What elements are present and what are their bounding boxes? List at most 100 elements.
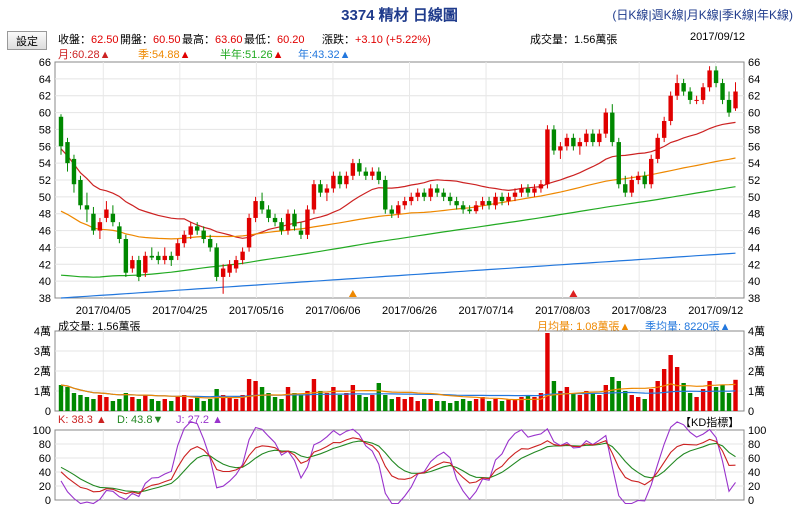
month-cross-marker — [569, 290, 578, 297]
candle — [104, 201, 109, 223]
candle — [233, 255, 239, 273]
volume-bar — [422, 399, 427, 411]
volume-bar — [383, 395, 388, 411]
volume-bar — [337, 395, 343, 411]
candle — [149, 247, 154, 261]
volume-bar — [396, 397, 401, 411]
volume-bar — [311, 379, 317, 411]
candle — [473, 201, 479, 214]
period-month[interactable]: 月K線 — [686, 8, 719, 22]
ma-half-year-legend: 半年:51.26▲ — [220, 49, 284, 61]
candle — [434, 184, 440, 197]
volume-bar — [123, 393, 129, 411]
candle-body — [512, 192, 518, 197]
candle-body — [123, 239, 129, 273]
candle — [285, 209, 291, 235]
volume-bar — [318, 391, 323, 411]
candle-body — [117, 226, 122, 239]
candle — [97, 217, 103, 239]
price-ytick-right: 62 — [748, 91, 760, 103]
candle-body — [240, 251, 245, 261]
candle-body — [616, 142, 621, 185]
candle-body — [169, 255, 174, 261]
candle — [532, 184, 537, 197]
candle-body — [707, 70, 712, 88]
period-year[interactable]: 年K線 — [756, 8, 789, 22]
volume-bar — [324, 393, 330, 411]
volume-bar — [499, 401, 505, 411]
candle-body — [195, 226, 200, 231]
candle-body — [130, 260, 135, 269]
candle — [700, 83, 706, 105]
candle-body — [350, 163, 356, 176]
candle — [402, 196, 407, 210]
candle — [655, 133, 660, 164]
candle — [460, 201, 466, 214]
candle-body — [415, 192, 420, 197]
candle — [506, 192, 511, 206]
candle-body — [538, 184, 544, 189]
candle — [240, 247, 245, 265]
candle-body — [324, 188, 330, 193]
date-tick: 2017/09/12 — [688, 305, 743, 317]
candle — [590, 129, 596, 147]
volume-ytick-left: 0 — [45, 406, 51, 418]
volume-bar — [402, 399, 407, 411]
candle — [603, 108, 608, 138]
settings-button[interactable]: 設定 — [7, 31, 47, 50]
candle-body — [58, 116, 64, 147]
volume-bar — [78, 395, 83, 411]
price-ytick-right: 48 — [748, 209, 760, 221]
volume-bar — [473, 399, 479, 411]
volume-bar — [344, 393, 349, 411]
candle-body — [266, 209, 271, 218]
candle — [91, 206, 96, 235]
price-ytick-left: 58 — [39, 124, 51, 136]
volume-bar — [623, 391, 628, 411]
volume-bar — [363, 397, 369, 411]
candle — [65, 137, 70, 172]
candle-body — [434, 188, 440, 193]
candle — [220, 264, 226, 294]
volume-bar — [188, 399, 193, 411]
candle — [136, 255, 142, 282]
candle — [674, 74, 680, 100]
candle-body — [726, 99, 732, 113]
volume-bar — [220, 395, 226, 411]
candle — [169, 251, 174, 266]
candle-body — [305, 209, 310, 235]
period-day[interactable]: 日K線 — [616, 8, 649, 22]
kd-j-line — [60, 420, 736, 505]
price-ytick-right: 64 — [748, 74, 760, 86]
candle-body — [143, 255, 148, 273]
volume-bar — [687, 393, 693, 411]
candle — [363, 167, 369, 180]
volume-bar — [636, 397, 641, 411]
candle-body — [91, 213, 96, 231]
candle-body — [480, 201, 485, 206]
candle-body — [370, 171, 375, 176]
volume-bar — [467, 401, 472, 411]
volume-bar — [441, 401, 446, 411]
kd-ytick-right: 20 — [748, 481, 760, 493]
candle — [422, 188, 427, 202]
date-tick: 2017/06/06 — [305, 305, 360, 317]
candle — [571, 133, 576, 151]
volume-bar — [428, 399, 433, 411]
period-week[interactable]: 週K線 — [651, 8, 684, 22]
candle-body — [233, 260, 239, 269]
candle — [584, 129, 589, 147]
volume-bar — [545, 333, 550, 411]
volume-bar — [389, 399, 394, 411]
period-quarter[interactable]: 季K線 — [721, 8, 754, 22]
candle-body — [447, 196, 453, 202]
candle — [143, 251, 148, 277]
candle — [467, 205, 472, 214]
candle-body — [331, 175, 336, 189]
price-ytick-left: 60 — [39, 108, 51, 120]
ma-line-month — [60, 121, 736, 239]
price-ytick-right: 50 — [748, 192, 760, 204]
candle-body — [227, 264, 232, 273]
candle — [110, 205, 116, 227]
